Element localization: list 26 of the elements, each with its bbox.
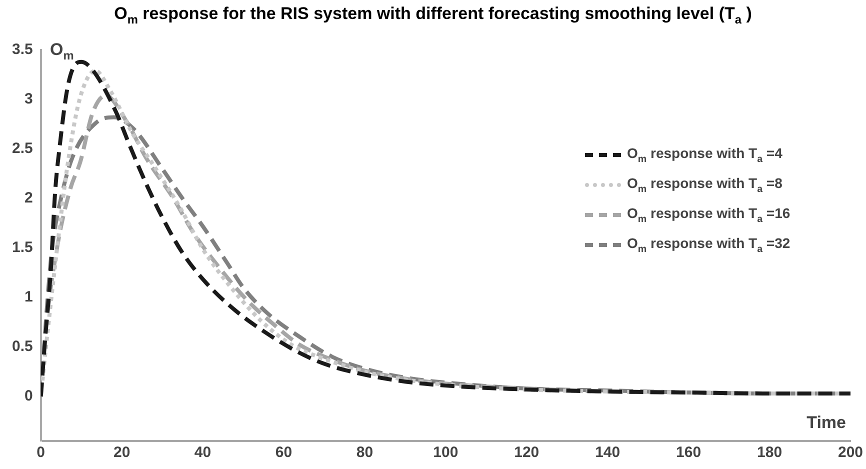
x-tick-label: 120: [514, 444, 540, 462]
x-tick-label: 180: [757, 444, 782, 462]
x-tick-label: 60: [275, 444, 292, 462]
y-tick-label: 0.5: [12, 338, 33, 356]
legend-label: O$_{m}$ response with T$_{a}$ =8: [627, 175, 782, 195]
y-tick-label: 1.5: [12, 239, 33, 256]
y-tick-label: 3: [24, 90, 33, 108]
x-tick-label: 20: [113, 444, 130, 462]
x-tick-label: 140: [595, 444, 620, 462]
x-tick-label: 200: [838, 444, 863, 462]
chart-title: O$_{m}$ response for the RIS system with different forecasting smoothing level (T$_{a}$ ): [113, 4, 753, 26]
y-tick-label: 3.5: [12, 41, 33, 58]
x-axis-title: Time: [806, 413, 846, 433]
legend-label: O$_{m}$ response with T$_{a}$ =32: [627, 235, 790, 255]
y-tick-label: 0: [24, 388, 33, 405]
x-tick-label: 0: [36, 444, 46, 462]
y-tick-label: 1: [24, 288, 33, 306]
x-tick-label: 160: [676, 444, 702, 462]
y-tick-label: 2: [24, 190, 33, 207]
x-tick-label: 80: [356, 444, 374, 462]
legend-label: O$_{m}$ response with T$_{a}$ =16: [627, 205, 790, 225]
y-tick-label: 2.5: [12, 140, 33, 158]
x-tick-label: 100: [433, 444, 458, 462]
legend-label: O$_{m}$ response with T$_{a}$ =4: [627, 145, 782, 165]
y-axis-title: O$_{m}$: [50, 40, 74, 62]
x-tick-label: 40: [194, 444, 212, 462]
